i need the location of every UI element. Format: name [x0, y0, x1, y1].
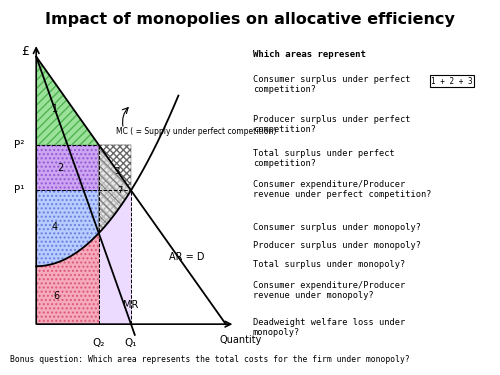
Text: AR = D: AR = D [169, 252, 204, 262]
Text: 7: 7 [117, 186, 122, 195]
Text: P²: P² [14, 140, 24, 150]
Text: 1: 1 [52, 104, 58, 114]
Text: Quantity: Quantity [220, 335, 262, 345]
Text: Consumer surplus under perfect
competition?: Consumer surplus under perfect competiti… [252, 75, 410, 94]
Text: Producer surplus under monopoly?: Producer surplus under monopoly? [252, 241, 420, 250]
Text: 1 + 2 + 3: 1 + 2 + 3 [431, 76, 473, 86]
Text: Q₁: Q₁ [125, 338, 137, 348]
Text: Q₂: Q₂ [92, 338, 105, 348]
Text: MC ( = Supply under perfect competition): MC ( = Supply under perfect competition) [116, 127, 276, 136]
Text: Which areas represent: Which areas represent [252, 51, 366, 60]
Text: Bonus question: Which area represents the total costs for the firm under monopol: Bonus question: Which area represents th… [10, 355, 410, 364]
Text: Deadweight welfare loss under
monopoly?: Deadweight welfare loss under monopoly? [252, 318, 405, 338]
Text: 6: 6 [53, 291, 60, 301]
Text: MR: MR [124, 300, 139, 310]
Text: Impact of monopolies on allocative efficiency: Impact of monopolies on allocative effic… [45, 12, 455, 27]
Text: P¹: P¹ [14, 185, 24, 195]
Text: Producer surplus under perfect
competition?: Producer surplus under perfect competiti… [252, 115, 410, 135]
Text: £: £ [21, 45, 29, 58]
Text: Consumer expenditure/Producer
revenue under monopoly?: Consumer expenditure/Producer revenue un… [252, 281, 405, 300]
Text: Total surplus under perfect
competition?: Total surplus under perfect competition? [252, 149, 394, 168]
Text: 4: 4 [52, 222, 58, 232]
Text: Total surplus under monopoly?: Total surplus under monopoly? [252, 260, 405, 268]
Text: Consumer expenditure/Producer
revenue under perfect competition?: Consumer expenditure/Producer revenue un… [252, 180, 431, 199]
Text: 3: 3 [114, 167, 119, 176]
Text: Consumer surplus under monopoly?: Consumer surplus under monopoly? [252, 223, 420, 232]
Text: 2: 2 [57, 163, 63, 172]
